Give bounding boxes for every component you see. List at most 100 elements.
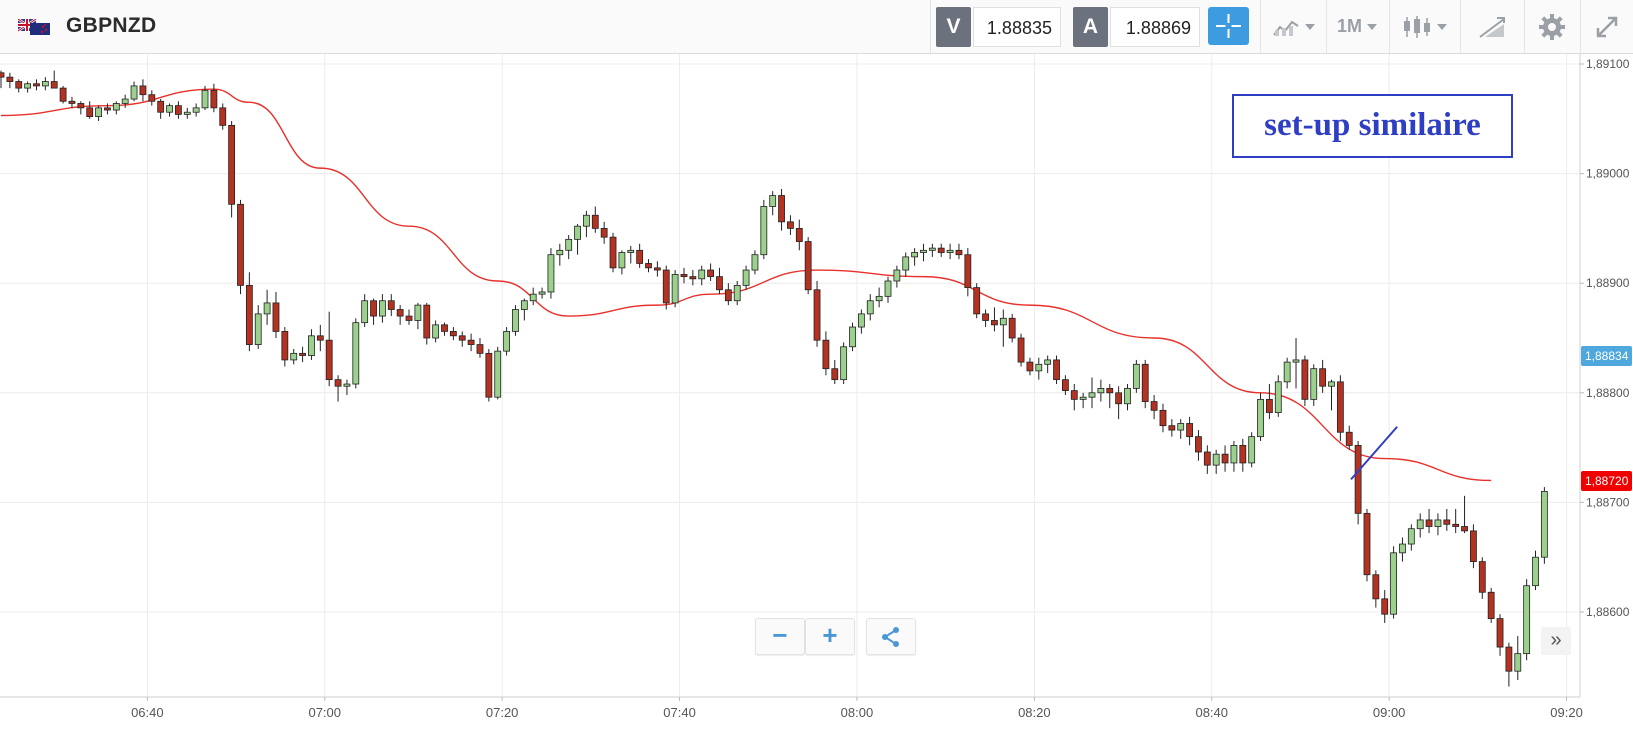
fullscreen-button[interactable] xyxy=(1580,0,1633,53)
candle-body-down xyxy=(1452,523,1460,527)
candle xyxy=(343,379,351,395)
candle xyxy=(166,103,173,117)
candle xyxy=(24,81,32,93)
candle-body-up xyxy=(733,284,741,302)
price-axis: 1,89100 1,89000 1,88900 1,88800 1,88700 1,886… xyxy=(1580,57,1630,619)
crosshair-button[interactable] xyxy=(1208,7,1249,45)
candle xyxy=(33,79,40,91)
plus-icon: + xyxy=(822,620,838,650)
zoom-out-button[interactable]: − xyxy=(755,618,805,655)
candle xyxy=(308,329,315,360)
candle-body-up xyxy=(920,249,927,253)
candle-body-up xyxy=(583,214,590,227)
candle-body-down xyxy=(724,289,732,302)
candle xyxy=(1062,375,1069,395)
price-chart[interactable]: 1,89100 1,89000 1,88900 1,88800 1,88700 1,886… xyxy=(0,54,1633,729)
candle-body-up xyxy=(1132,363,1140,389)
time-tick-label: 07:40 xyxy=(663,705,696,720)
candle-body-down xyxy=(609,236,617,269)
settings-button[interactable] xyxy=(1524,0,1579,53)
candle-body-down xyxy=(0,72,5,78)
candle xyxy=(1008,313,1016,343)
price-tick-label: 1,88600 xyxy=(1586,605,1630,619)
candle-body-down xyxy=(973,287,981,315)
candle xyxy=(875,287,883,308)
candle xyxy=(928,243,936,257)
candle-body-down xyxy=(804,241,812,291)
candle-body-up xyxy=(866,300,874,315)
candle-body-up xyxy=(1283,361,1291,383)
candle xyxy=(1390,546,1397,619)
chevron-down-icon xyxy=(1367,23,1377,30)
candle xyxy=(1212,449,1220,474)
candle-body-up xyxy=(946,249,954,253)
candle-body-down xyxy=(1106,388,1114,394)
candle-body-down xyxy=(1487,591,1495,619)
candle xyxy=(1505,642,1513,687)
candle-body-down xyxy=(237,203,244,286)
candle-body-up xyxy=(432,324,440,339)
candle-body-down xyxy=(1372,574,1380,600)
toolbar-right-group xyxy=(930,0,1631,53)
candle xyxy=(795,219,803,251)
candle xyxy=(1336,375,1344,442)
candle-body-down xyxy=(1319,368,1327,387)
candle xyxy=(671,270,679,308)
candle xyxy=(556,243,564,266)
candle xyxy=(1381,590,1389,623)
candle-style-button[interactable] xyxy=(1389,0,1458,53)
candle xyxy=(1532,550,1539,591)
candle xyxy=(1186,416,1193,446)
candle-body-up xyxy=(1212,453,1220,466)
candle-body-down xyxy=(1017,337,1025,363)
uk-nz-flag-icon xyxy=(18,19,50,35)
candle-body-down xyxy=(1159,409,1167,427)
sell-button[interactable]: V xyxy=(936,7,971,47)
candle-body-down xyxy=(59,87,67,102)
candle xyxy=(1159,403,1167,433)
candle xyxy=(1017,333,1025,367)
candle xyxy=(1124,384,1131,411)
candle xyxy=(1203,445,1211,474)
share-button[interactable] xyxy=(866,618,916,655)
candle-body-down xyxy=(1070,390,1078,400)
candle xyxy=(485,348,493,402)
candle xyxy=(130,81,138,102)
candle xyxy=(183,107,191,119)
candle xyxy=(210,83,218,113)
zoom-in-button[interactable]: + xyxy=(805,618,855,655)
candle-body-down xyxy=(964,254,972,288)
candle xyxy=(645,259,652,273)
candle xyxy=(104,103,111,115)
price-tick-label: 1,88700 xyxy=(1586,495,1630,509)
candle xyxy=(352,318,360,389)
candle-body-up xyxy=(343,383,351,387)
annotation-box[interactable]: set-up similaire xyxy=(1232,94,1513,158)
share-icon xyxy=(882,627,899,647)
candles-layer xyxy=(0,70,1548,687)
time-tick-label: 09:00 xyxy=(1373,705,1406,720)
candle-body-down xyxy=(937,247,945,253)
trendline-layer xyxy=(1350,426,1398,481)
candle-body-down xyxy=(6,76,14,82)
chart-type-button[interactable] xyxy=(1260,0,1325,53)
candle xyxy=(15,79,23,93)
candle xyxy=(849,322,856,352)
buy-button[interactable]: A xyxy=(1073,7,1108,47)
candle xyxy=(653,261,661,277)
candle-body-up xyxy=(1292,359,1300,363)
candle xyxy=(325,311,333,387)
candle-body-up xyxy=(1044,359,1052,365)
candle xyxy=(0,70,5,89)
candle xyxy=(272,291,280,338)
drawing-tools-button[interactable] xyxy=(1460,0,1523,53)
candle xyxy=(733,281,741,306)
candle-body-down xyxy=(405,315,413,321)
time-tick-label: 09:20 xyxy=(1550,705,1583,720)
candle-body-down xyxy=(1239,445,1247,464)
candle-body-up xyxy=(1514,653,1522,672)
timeframe-dropdown[interactable]: 1M xyxy=(1326,0,1387,53)
candle-body-up xyxy=(1399,543,1406,554)
scroll-to-latest-button[interactable]: » xyxy=(1541,627,1571,655)
candle xyxy=(59,85,67,104)
